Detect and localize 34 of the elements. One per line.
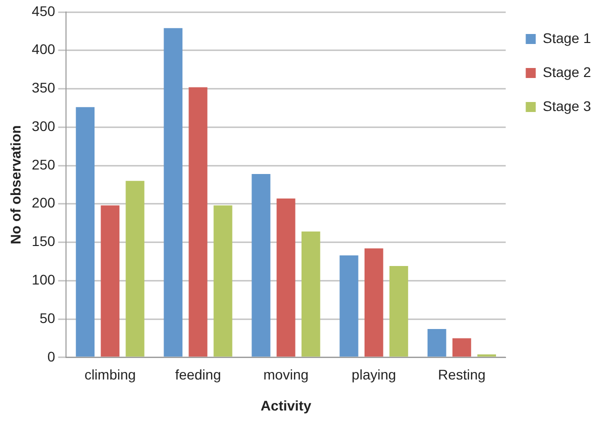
bar [364, 248, 384, 357]
y-tick-label: 150 [32, 233, 56, 250]
bar [428, 329, 446, 357]
y-tick-label: 450 [32, 2, 56, 19]
x-tick-label: playing [352, 366, 396, 383]
bar [340, 255, 358, 357]
x-axis-title: Activity [260, 397, 312, 414]
bar [214, 205, 232, 357]
y-tick-label: 50 [40, 310, 56, 326]
bar [76, 107, 95, 357]
bar [188, 87, 208, 357]
bar [126, 180, 144, 357]
bar [389, 266, 408, 357]
y-tick-label: 300 [32, 118, 56, 134]
legend-label: Stage 2 [542, 64, 592, 80]
x-tick-label: Resting [438, 366, 486, 383]
y-axis-title: No of observation [7, 125, 24, 244]
bar [100, 205, 120, 357]
y-tick-label: 0 [47, 348, 56, 364]
x-tick-label: climbing [84, 366, 136, 383]
x-tick-label: feeding [175, 366, 221, 383]
bar [252, 174, 270, 357]
bar [302, 232, 320, 357]
y-tick-label: 250 [32, 156, 56, 172]
legend-label: Stage 1 [542, 30, 592, 46]
y-tick-label: 400 [32, 41, 56, 58]
bar [164, 28, 182, 357]
legend-label: Stage 3 [542, 98, 592, 114]
bar [452, 338, 472, 357]
bar [276, 198, 296, 357]
y-tick-label: 350 [32, 80, 56, 96]
y-tick-label: 200 [32, 194, 56, 211]
y-tick-label: 100 [32, 272, 56, 288]
x-tick-label: moving [263, 366, 309, 383]
